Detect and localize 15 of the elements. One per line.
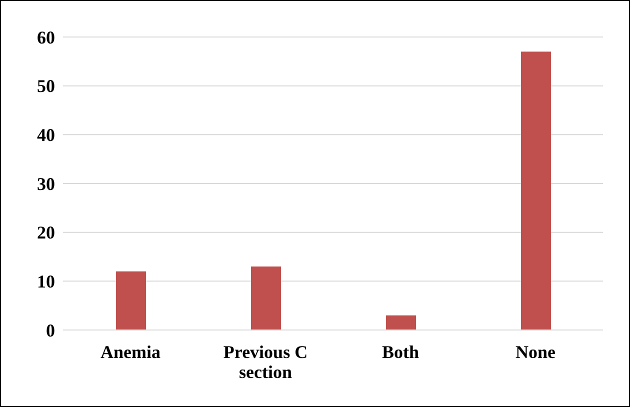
y-tick-label: 40 [37, 125, 55, 146]
bar [251, 266, 281, 330]
x-tick-label: None [516, 342, 556, 362]
y-tick-label: 20 [37, 222, 55, 243]
y-tick-label: 60 [37, 27, 55, 48]
x-tick-label: Both [382, 342, 420, 362]
y-tick-label: 50 [37, 76, 55, 96]
y-tick-label: 30 [37, 174, 55, 194]
y-tick-label: 0 [46, 320, 55, 340]
x-tick-label: Previous C section [223, 342, 308, 382]
bar [116, 271, 146, 330]
bar [521, 52, 551, 330]
y-tick-label: 10 [37, 272, 55, 292]
bar [386, 315, 416, 330]
x-tick-label: Anemia [100, 342, 160, 362]
